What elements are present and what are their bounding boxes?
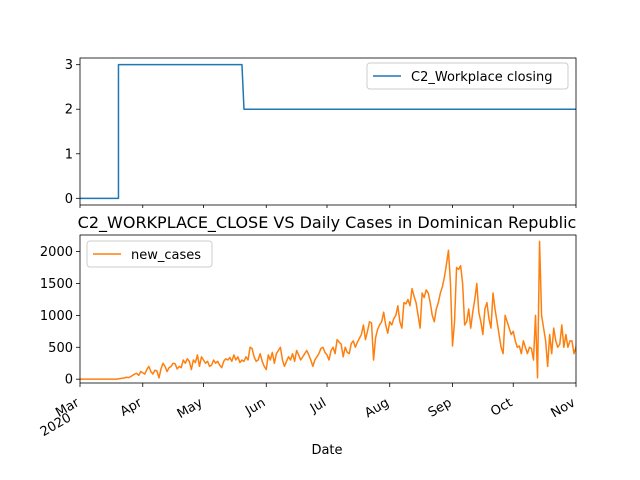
legend-label: C2_Workplace closing bbox=[411, 70, 552, 85]
series-line-0-0 bbox=[80, 63, 576, 200]
x-tick-label: Aug bbox=[362, 395, 391, 421]
y-tick-label: 0 bbox=[65, 192, 73, 207]
y-tick-label: 0 bbox=[65, 373, 73, 388]
x-tick-label: Jul bbox=[307, 395, 329, 416]
y-tick-label: 500 bbox=[48, 341, 73, 356]
y-tick-label: 3 bbox=[65, 58, 73, 73]
x-tick-label: May bbox=[175, 395, 206, 422]
x-tick-label: Jun bbox=[242, 395, 268, 419]
legend-box bbox=[86, 240, 213, 268]
y-tick-label: 1000 bbox=[40, 309, 73, 324]
y-tick-label: 1500 bbox=[40, 277, 73, 292]
y-tick-label: 1 bbox=[65, 147, 73, 162]
x-tick-label: Apr bbox=[118, 395, 146, 420]
chart-title: C2_WORKPLACE_CLOSE VS Daily Cases in Dom… bbox=[78, 213, 577, 233]
y-tick-label: 2000 bbox=[40, 245, 73, 260]
x-tick-sublabel: 2020 bbox=[38, 410, 74, 440]
plot-frame bbox=[79, 57, 577, 206]
y-tick-label: 2 bbox=[65, 103, 73, 118]
plot-frame bbox=[79, 234, 577, 384]
x-tick-label: Nov bbox=[549, 395, 579, 421]
legend-box bbox=[366, 62, 569, 90]
x-tick-label: Oct bbox=[488, 395, 515, 419]
legend-label: new_cases bbox=[131, 248, 201, 263]
top-panel: 0 1 2 3 C2_Workplace closing bbox=[65, 57, 577, 208]
x-axis-label: Date bbox=[311, 443, 342, 458]
x-tick-label: Sep bbox=[426, 395, 455, 420]
series-line-1-0 bbox=[80, 240, 576, 380]
